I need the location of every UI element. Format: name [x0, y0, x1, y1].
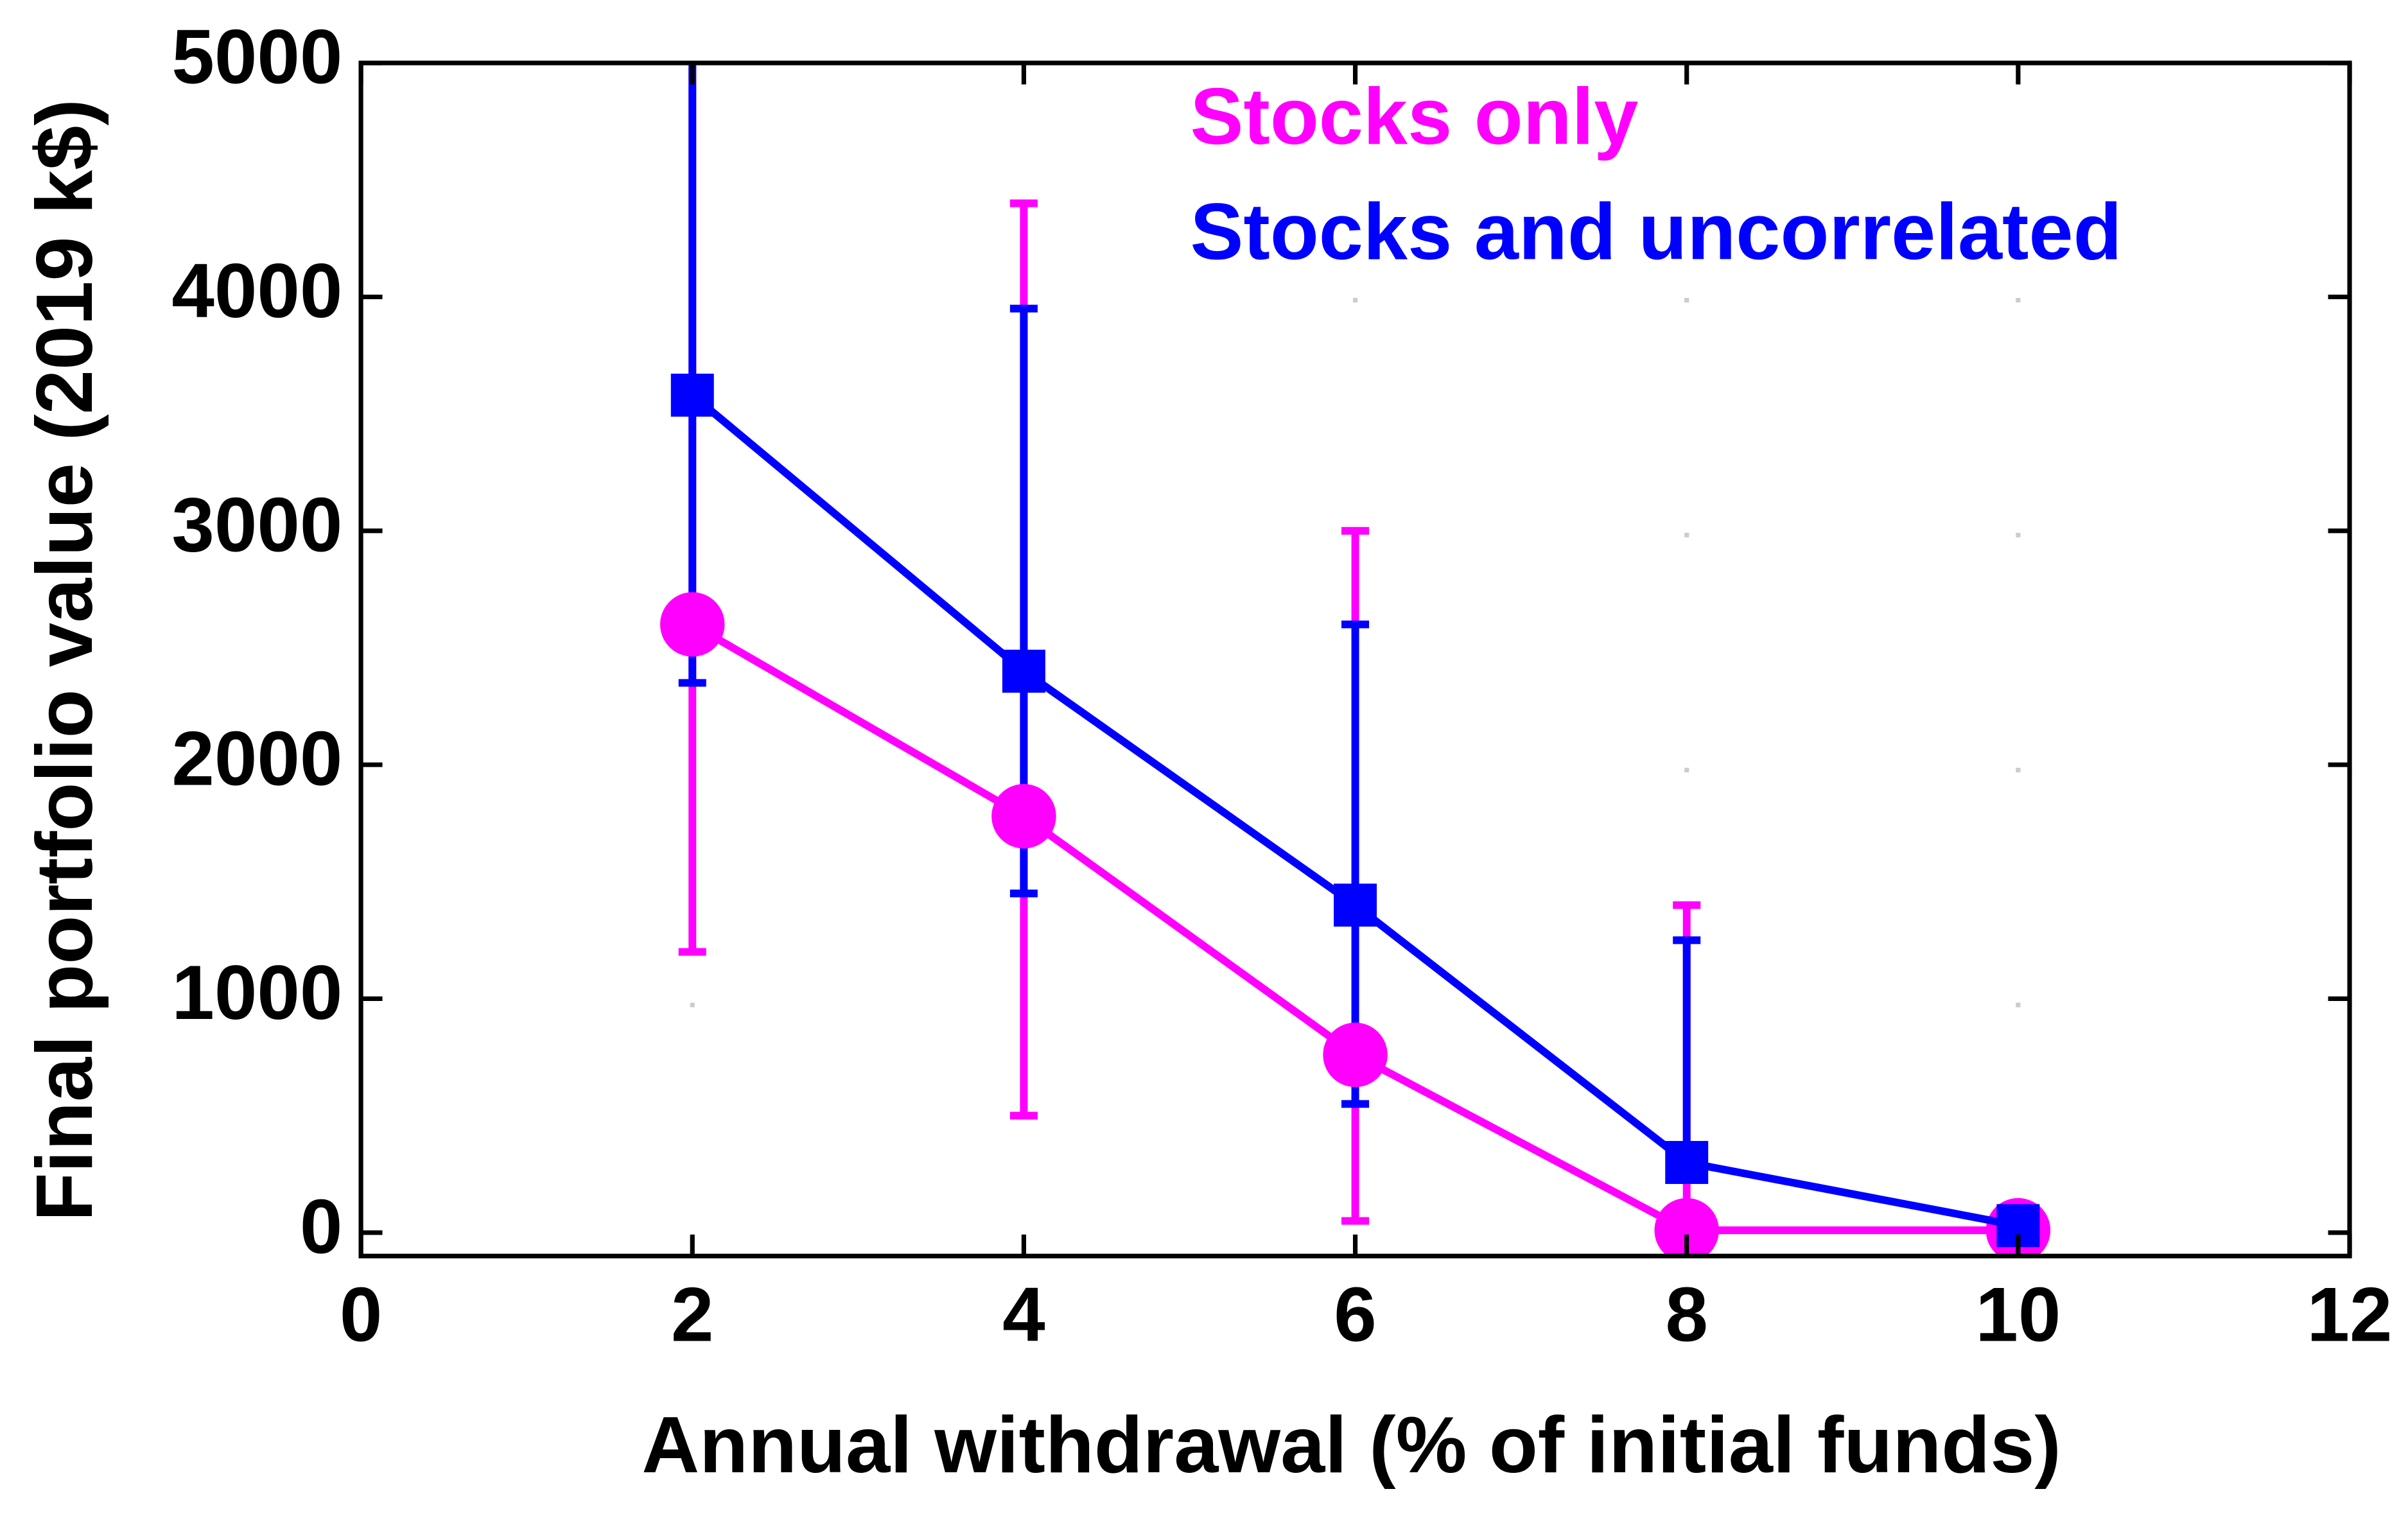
- legend-entry: Stocks and uncorrelated: [1190, 187, 2122, 277]
- point: [660, 592, 725, 657]
- legend-entry: Stocks only: [1190, 72, 1638, 161]
- y-tick-label: 5000: [171, 15, 342, 100]
- y-tick-label: 1000: [171, 950, 342, 1036]
- y-tick-label: 3000: [171, 482, 342, 568]
- x-tick-label: 0: [340, 1272, 382, 1357]
- x-tick-label: 12: [2307, 1272, 2393, 1357]
- y-tick-label: 2000: [171, 717, 342, 802]
- x-tick-label: 6: [1334, 1272, 1377, 1357]
- y-tick-label: 4000: [171, 248, 342, 334]
- plot-area: [660, 63, 2051, 1257]
- point: [1654, 1197, 1719, 1257]
- y-axis-label: Final portfolio value (2019 k$): [20, 99, 109, 1221]
- point: [1323, 1022, 1388, 1088]
- point: [1002, 649, 1045, 693]
- x-axis-label: Annual withdrawal (% of initial funds): [641, 1400, 2061, 1490]
- x-tick-label: 4: [1002, 1272, 1045, 1357]
- point: [1665, 1141, 1709, 1184]
- y-tick-label: 0: [300, 1184, 343, 1269]
- x-tick-label: 8: [1665, 1272, 1708, 1357]
- point: [991, 784, 1056, 849]
- point: [1334, 883, 1377, 927]
- point: [670, 373, 714, 417]
- x-tick-label: 2: [671, 1272, 714, 1357]
- x-tick-label: 10: [1975, 1272, 2061, 1357]
